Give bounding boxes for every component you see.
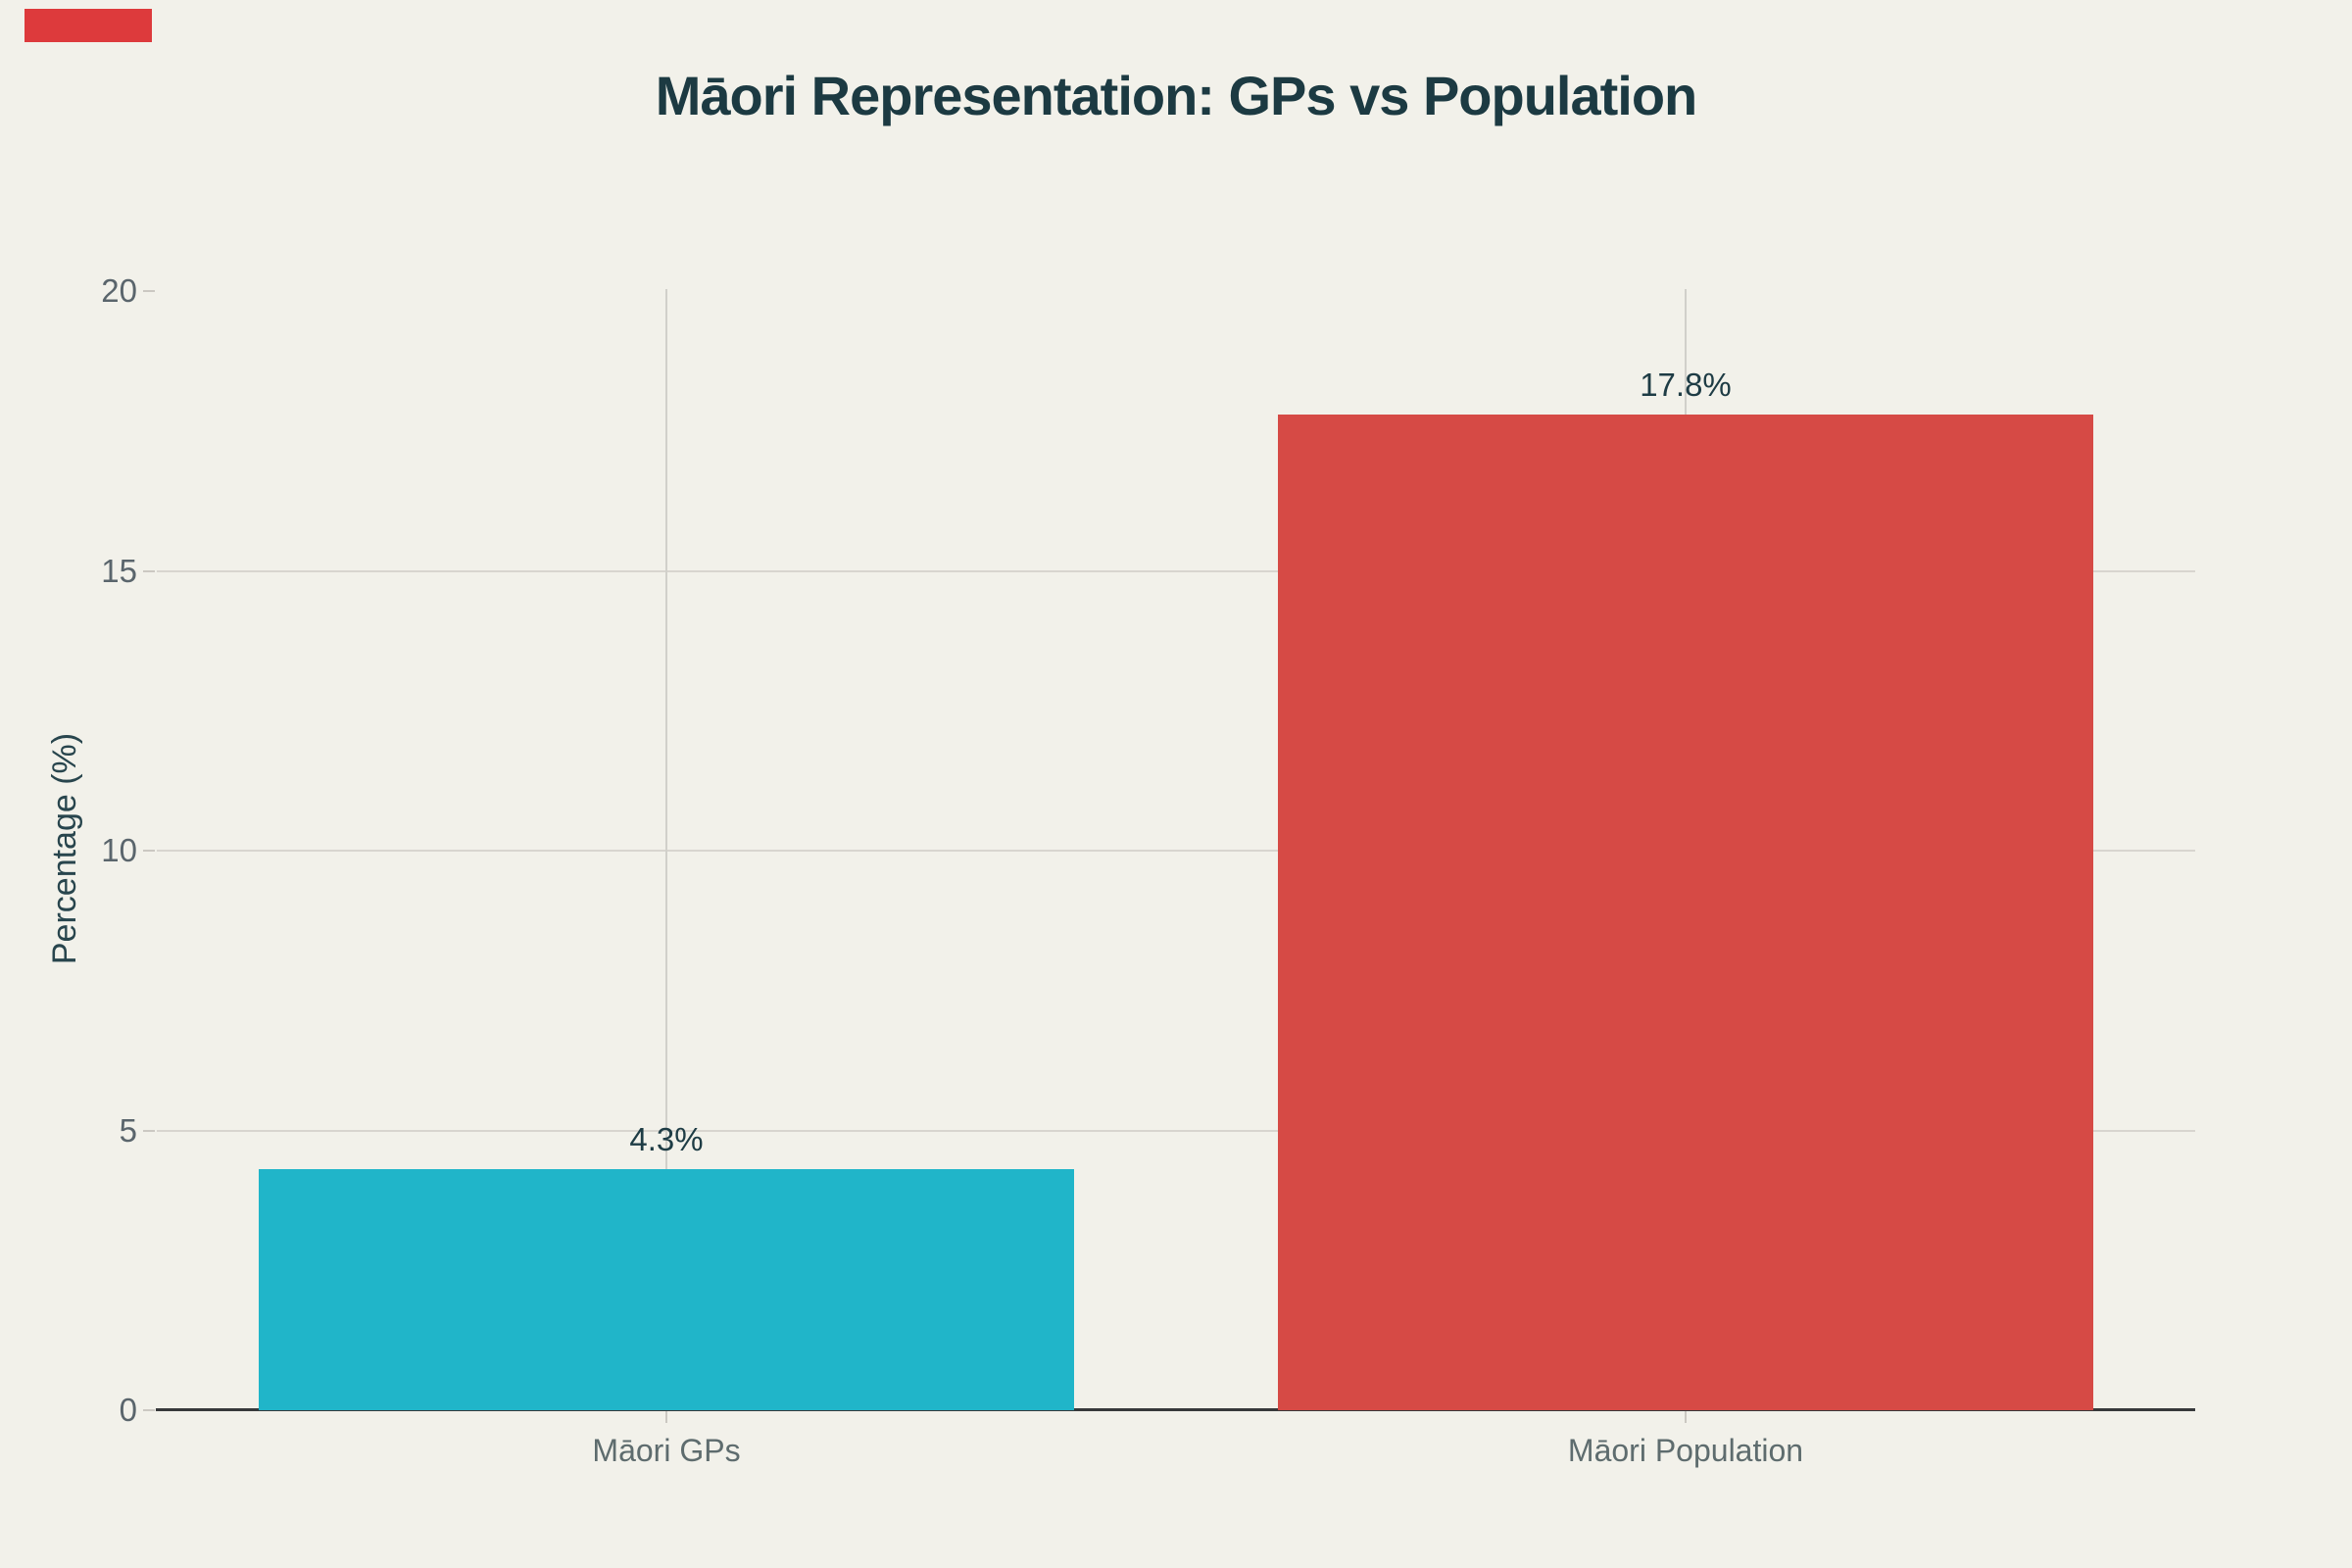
chart-title: Māori Representation: GPs vs Population xyxy=(655,65,1698,126)
h-gridline xyxy=(157,569,2195,572)
x-tick-label: Māori Population xyxy=(1567,1433,1804,1468)
v-gridline xyxy=(665,289,667,1410)
value-label: 17.8% xyxy=(1640,366,1732,403)
h-gridline xyxy=(157,1129,2195,1132)
x-axis-line xyxy=(156,1408,2195,1411)
bar-m-ori-population[interactable] xyxy=(1278,414,2093,1410)
y-tick-label: 10 xyxy=(101,832,137,868)
h-gridline xyxy=(157,850,2195,852)
bar-m-ori-gps[interactable] xyxy=(259,1169,1074,1410)
y-tick-mark xyxy=(143,1129,155,1132)
y-tick-label: 15 xyxy=(101,552,137,589)
x-tick-mark xyxy=(1685,1411,1687,1423)
y-tick-mark xyxy=(143,1409,155,1411)
y-tick-label: 5 xyxy=(119,1111,137,1149)
corner-marker xyxy=(24,9,152,42)
value-label: 4.3% xyxy=(629,1121,704,1158)
y-tick-label: 20 xyxy=(101,272,137,309)
x-tick-mark xyxy=(665,1411,667,1423)
x-tick-label: Māori GPs xyxy=(592,1433,741,1468)
y-tick-mark xyxy=(143,290,155,292)
y-tick-label: 0 xyxy=(119,1392,137,1428)
y-tick-mark xyxy=(143,850,155,852)
y-tick-mark xyxy=(143,569,155,572)
